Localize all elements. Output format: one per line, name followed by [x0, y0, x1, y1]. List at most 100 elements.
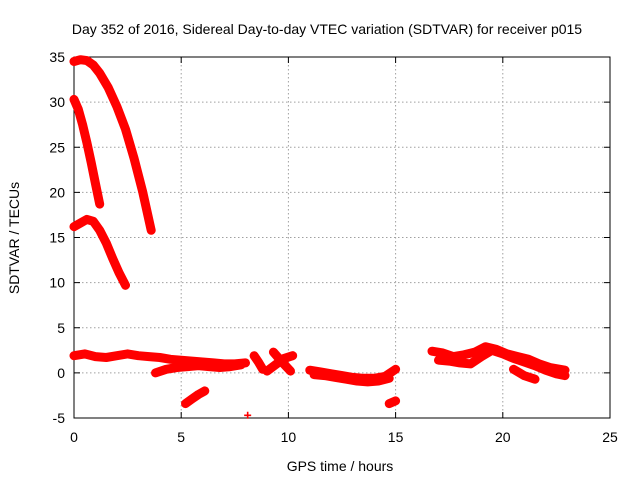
x-tick-label: 15: [388, 429, 404, 445]
chart-title: Day 352 of 2016, Sidereal Day-to-day VTE…: [72, 21, 582, 37]
data-point: [439, 349, 447, 357]
data-point: [237, 361, 245, 369]
y-tick-label: 15: [49, 230, 65, 246]
series-trace: [181, 386, 210, 409]
data-point: [96, 200, 104, 208]
data-point: [552, 370, 560, 378]
data-point: [499, 350, 507, 358]
data-point: [156, 354, 164, 362]
data-point: [471, 348, 479, 356]
data-point: [263, 367, 271, 375]
data-point: [70, 95, 78, 103]
data-point: [289, 352, 297, 360]
data-point: [434, 356, 442, 364]
data-point: [374, 377, 382, 385]
data-point: [392, 365, 400, 373]
data-point: [342, 375, 350, 383]
series-low-segment-1: [181, 386, 210, 409]
series-low-segment-2: [384, 396, 401, 409]
data-point: [188, 395, 196, 403]
data-point: [244, 411, 252, 419]
series-track-6: [309, 370, 394, 387]
data-point: [70, 352, 78, 360]
data-point: [542, 366, 550, 374]
data-point: [353, 377, 361, 385]
data-point: [385, 400, 393, 408]
y-tick-label: 20: [49, 184, 65, 200]
data-point: [147, 226, 155, 234]
x-tick-label: 25: [602, 429, 618, 445]
data-point: [460, 351, 468, 359]
data-point: [445, 357, 453, 365]
data-point: [91, 353, 99, 361]
data-point: [561, 372, 569, 380]
data-point: [428, 347, 436, 355]
x-tick-label: 0: [70, 429, 78, 445]
data-point: [194, 391, 202, 399]
data-point: [520, 358, 528, 366]
data-point: [477, 353, 485, 361]
data-point: [227, 363, 235, 371]
data-point: [134, 352, 142, 360]
data-point: [166, 355, 174, 363]
data-point: [151, 369, 159, 377]
data-point: [177, 356, 185, 364]
data-point: [184, 363, 192, 371]
data-point: [467, 360, 475, 368]
data-point: [79, 121, 87, 129]
series-trace: [69, 94, 105, 209]
data-point: [121, 281, 129, 289]
data-point: [70, 58, 78, 66]
data-point: [364, 378, 372, 386]
data-point: [254, 358, 262, 366]
y-tick-label: 30: [49, 94, 65, 110]
series-track-2: [249, 351, 268, 374]
data-point: [201, 387, 209, 395]
data-point: [173, 363, 181, 371]
data-point: [332, 373, 340, 381]
data-point: [181, 400, 189, 408]
data-point: [162, 365, 170, 373]
x-tick-label: 5: [177, 429, 185, 445]
data-point: [272, 361, 280, 369]
series-track-8: [434, 345, 570, 381]
series-track-4: [268, 347, 295, 376]
data-point: [510, 354, 518, 362]
data-point: [269, 348, 277, 356]
series-outlier: [244, 411, 252, 419]
data-point: [113, 103, 121, 111]
data-point: [488, 346, 496, 354]
data-point: [216, 363, 224, 371]
data-point: [76, 56, 84, 64]
data-point: [96, 69, 104, 77]
y-axis-label: SDTVAR / TECUs: [6, 182, 22, 294]
data-point: [194, 362, 202, 370]
data-point: [250, 352, 258, 360]
series-arc-high: [69, 55, 156, 235]
data-point: [91, 179, 99, 187]
series-track-9: [509, 364, 540, 384]
data-point: [83, 57, 91, 65]
series-arc-low: [69, 214, 130, 290]
data-point: [385, 374, 393, 382]
data-point: [96, 226, 104, 234]
data-point: [74, 105, 82, 113]
data-point: [139, 187, 147, 195]
data-point: [306, 366, 314, 374]
data-point: [109, 254, 117, 262]
data-point: [87, 159, 95, 167]
data-point: [321, 372, 329, 380]
data-point: [102, 239, 110, 247]
data-point: [89, 61, 97, 69]
data-point: [83, 215, 91, 223]
y-tick-label: 5: [57, 320, 65, 336]
y-tick-label: 35: [49, 49, 65, 65]
data-point: [287, 367, 295, 375]
x-tick-label: 10: [281, 429, 297, 445]
data-point: [520, 372, 528, 380]
data-point: [81, 350, 89, 358]
x-tick-label: 20: [495, 429, 511, 445]
data-point: [130, 154, 138, 162]
